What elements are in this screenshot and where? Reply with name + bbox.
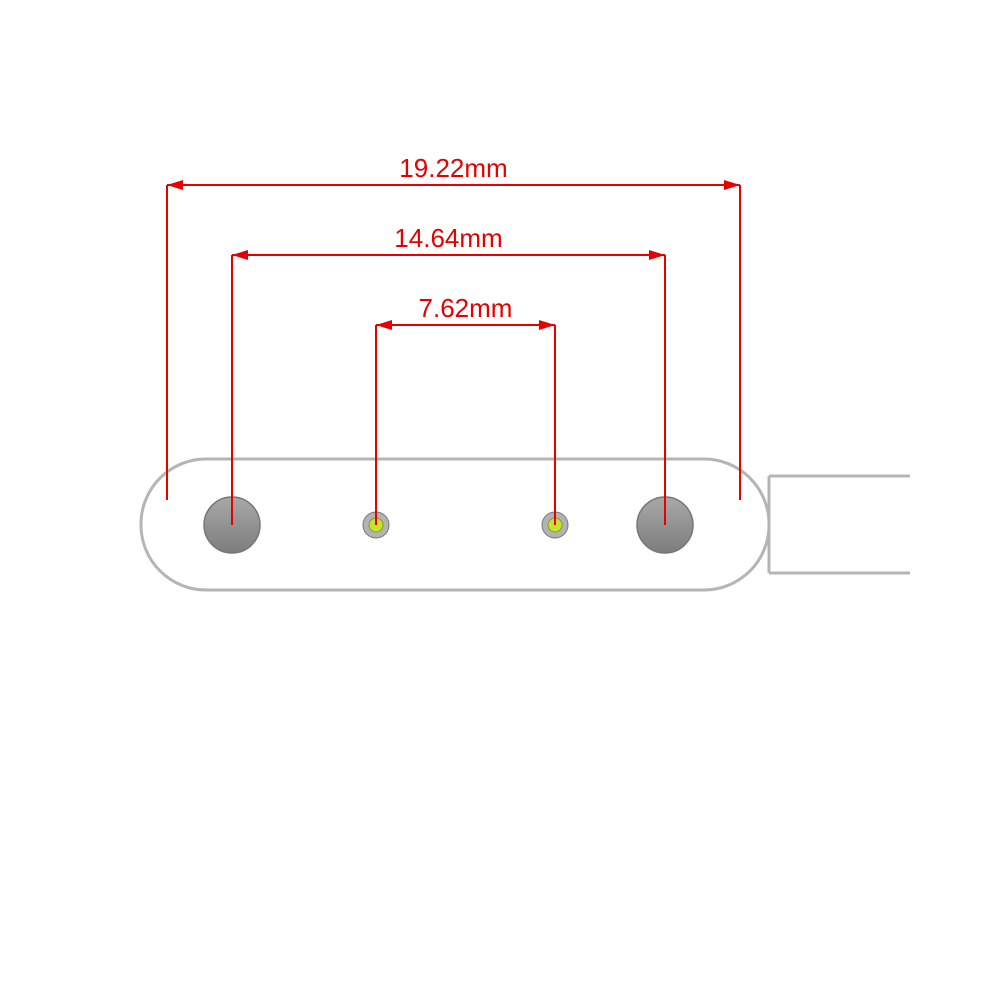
diagram-svg bbox=[0, 0, 1000, 1000]
dimension-label-middle: 14.64mm bbox=[394, 223, 502, 254]
dimension-label-outer: 19.22mm bbox=[399, 153, 507, 184]
dimension-label-inner: 7.62mm bbox=[419, 293, 513, 324]
diagram-canvas: 19.22mm 14.64mm 7.62mm bbox=[0, 0, 1000, 1000]
